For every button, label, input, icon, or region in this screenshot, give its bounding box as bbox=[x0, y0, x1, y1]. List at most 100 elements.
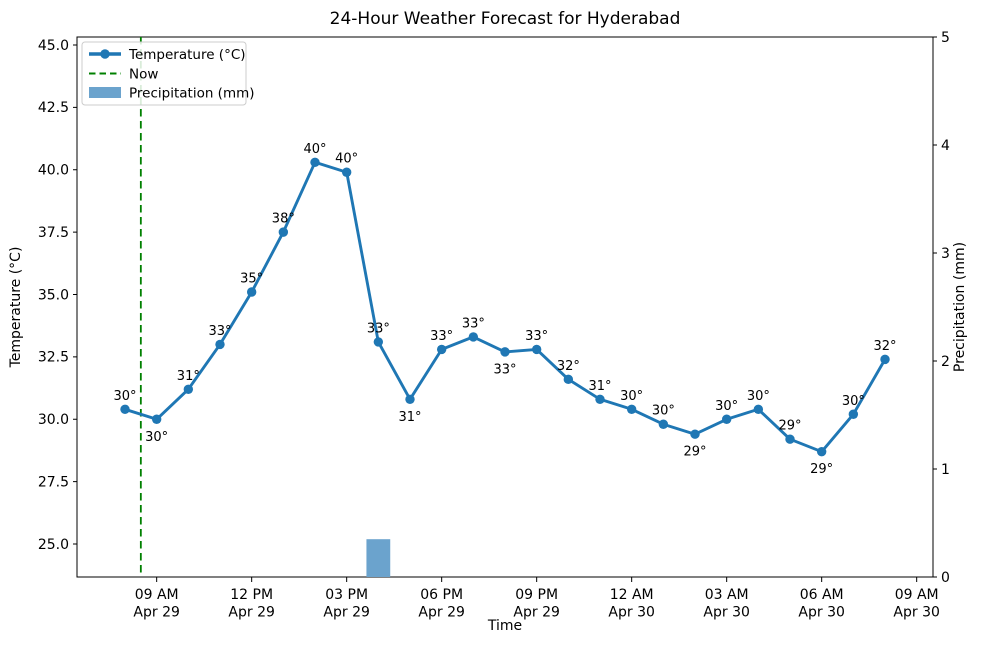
temperature-marker bbox=[120, 404, 130, 414]
x-tick-label-date: Apr 30 bbox=[703, 605, 749, 621]
x-tick-label-date: Apr 29 bbox=[228, 605, 274, 621]
y-axis-right: 5 4 3 2 1 0 bbox=[933, 30, 950, 586]
temp-annotation: 33° bbox=[430, 329, 453, 344]
temperature-marker bbox=[626, 404, 637, 414]
temperature-marker bbox=[151, 414, 162, 424]
temp-annotation: 33° bbox=[208, 324, 231, 339]
x-tick-label-time: 06 AM bbox=[800, 587, 844, 603]
y-tick-label-left: 37.5 bbox=[38, 225, 69, 241]
legend-entry-now: Now bbox=[89, 66, 158, 82]
x-tick-label-date: Apr 29 bbox=[513, 605, 559, 621]
temp-annotation: 33° bbox=[493, 362, 516, 377]
x-tick-label-time: 03 PM bbox=[325, 587, 368, 603]
temperature-marker bbox=[595, 394, 605, 404]
x-tick-label-date: Apr 30 bbox=[798, 605, 844, 621]
x-tick-label-date: Apr 29 bbox=[418, 605, 464, 621]
temperature-marker bbox=[373, 337, 384, 347]
temp-annotation: 31° bbox=[398, 410, 421, 425]
temperature-marker bbox=[753, 404, 764, 414]
temperature-marker bbox=[500, 347, 510, 357]
temp-annotation: 33° bbox=[367, 321, 390, 336]
temperature-marker bbox=[658, 419, 669, 429]
temperature-annotations: 30° 30° 31° 33° 35° 38° 40° 40° 33° 31° 33° 33° 33° 3… bbox=[113, 142, 896, 477]
precip-bar bbox=[366, 539, 391, 577]
x-tick-label-date: Apr 29 bbox=[133, 605, 179, 621]
temp-annotation: 35° bbox=[240, 272, 263, 287]
y-tick-label-left: 30.0 bbox=[38, 412, 69, 428]
y-tick-label-right: 4 bbox=[941, 138, 950, 154]
legend-entry-temperature-c-: Temperature (°C) bbox=[89, 47, 246, 63]
legend-label: Precipitation (mm) bbox=[129, 85, 255, 101]
x-tick-label-time: 09 PM bbox=[515, 587, 558, 603]
temp-annotation: 33° bbox=[525, 329, 548, 344]
temperature-marker bbox=[246, 287, 257, 297]
x-axis: 09 AM Apr 29 12 PM Apr 29 03 PM Apr 29 06 PM Ap… bbox=[133, 577, 940, 621]
legend-box bbox=[81, 41, 247, 106]
temperature-marker bbox=[468, 332, 479, 342]
temp-annotation: 31° bbox=[177, 369, 200, 384]
x-tick-label-time: 12 PM bbox=[230, 587, 273, 603]
temp-annotation: 40° bbox=[303, 142, 326, 157]
temperature-marker bbox=[215, 339, 225, 350]
legend-marker-swatch bbox=[100, 49, 110, 59]
legend-entry-precipitation-mm-: Precipitation (mm) bbox=[89, 85, 255, 101]
temperature-marker bbox=[690, 429, 700, 439]
y-axis-label-right: Precipitation (mm) bbox=[952, 242, 968, 372]
temp-annotation: 30° bbox=[620, 389, 643, 404]
y-tick-label-left: 32.5 bbox=[38, 350, 69, 366]
temperature-marker bbox=[531, 344, 542, 355]
x-tick-label-time: 09 AM bbox=[895, 587, 939, 603]
plot-border bbox=[76, 36, 934, 578]
legend: Temperature (°C) Now Precipitation (mm) bbox=[81, 41, 255, 106]
temp-annotation: 30° bbox=[145, 430, 168, 445]
temperature-marker bbox=[816, 446, 827, 457]
temp-annotation: 33° bbox=[462, 316, 485, 331]
y-tick-label-left: 40.0 bbox=[38, 163, 69, 179]
temp-annotation: 40° bbox=[335, 152, 358, 167]
x-tick-label-time: 06 PM bbox=[420, 587, 463, 603]
temperature-marker bbox=[721, 414, 732, 424]
y-tick-label-left: 25.0 bbox=[38, 537, 69, 553]
temp-annotation: 32° bbox=[873, 339, 896, 354]
temperature-marker bbox=[880, 354, 890, 365]
x-tick-label-time: 09 AM bbox=[135, 587, 179, 603]
temperature-marker bbox=[848, 409, 859, 419]
legend-label: Temperature (°C) bbox=[128, 47, 246, 63]
temperature-marker bbox=[183, 384, 194, 395]
x-axis-label: Time bbox=[487, 618, 522, 634]
y-tick-label-left: 45.0 bbox=[38, 38, 69, 54]
temp-annotation: 31° bbox=[588, 379, 611, 394]
temperature-marker bbox=[785, 434, 795, 444]
y-tick-label-right: 0 bbox=[941, 570, 950, 586]
chart-title: 24-Hour Weather Forecast for Hyderabad bbox=[330, 9, 681, 29]
x-tick-label-date: Apr 30 bbox=[893, 605, 939, 621]
y-axis-label-left: Temperature (°C) bbox=[8, 247, 24, 369]
temperature-marker bbox=[405, 394, 415, 404]
y-tick-label-left: 42.5 bbox=[38, 100, 69, 116]
y-tick-label-right: 1 bbox=[941, 462, 950, 478]
temp-annotation: 30° bbox=[652, 404, 675, 419]
temperature-marker bbox=[278, 227, 289, 237]
x-tick-label-date: Apr 29 bbox=[323, 605, 369, 621]
y-axis-left: 45.0 42.5 40.0 37.5 35.0 32.5 30.0 27.5 25.0 bbox=[38, 38, 77, 553]
y-tick-label-right: 5 bbox=[941, 30, 950, 46]
temperature-marker bbox=[310, 157, 320, 167]
temp-annotation: 38° bbox=[272, 212, 295, 227]
temperature-marker bbox=[341, 167, 352, 177]
y-tick-label-left: 35.0 bbox=[38, 287, 69, 303]
temp-annotation: 29° bbox=[778, 419, 801, 434]
x-tick-label-time: 12 AM bbox=[610, 587, 654, 603]
temp-annotation: 30° bbox=[747, 389, 770, 404]
x-tick-label-time: 03 AM bbox=[705, 587, 749, 603]
precipitation-bars bbox=[366, 539, 391, 577]
y-tick-label-right: 3 bbox=[941, 246, 950, 262]
y-tick-label-right: 2 bbox=[941, 354, 950, 370]
temp-annotation: 30° bbox=[842, 394, 865, 409]
legend-label: Now bbox=[129, 66, 158, 82]
temp-annotation: 30° bbox=[113, 389, 136, 404]
temperature-marker bbox=[436, 344, 447, 355]
temp-annotation: 29° bbox=[810, 462, 833, 477]
legend-patch-swatch bbox=[89, 87, 121, 98]
temp-annotation: 30° bbox=[715, 399, 738, 414]
